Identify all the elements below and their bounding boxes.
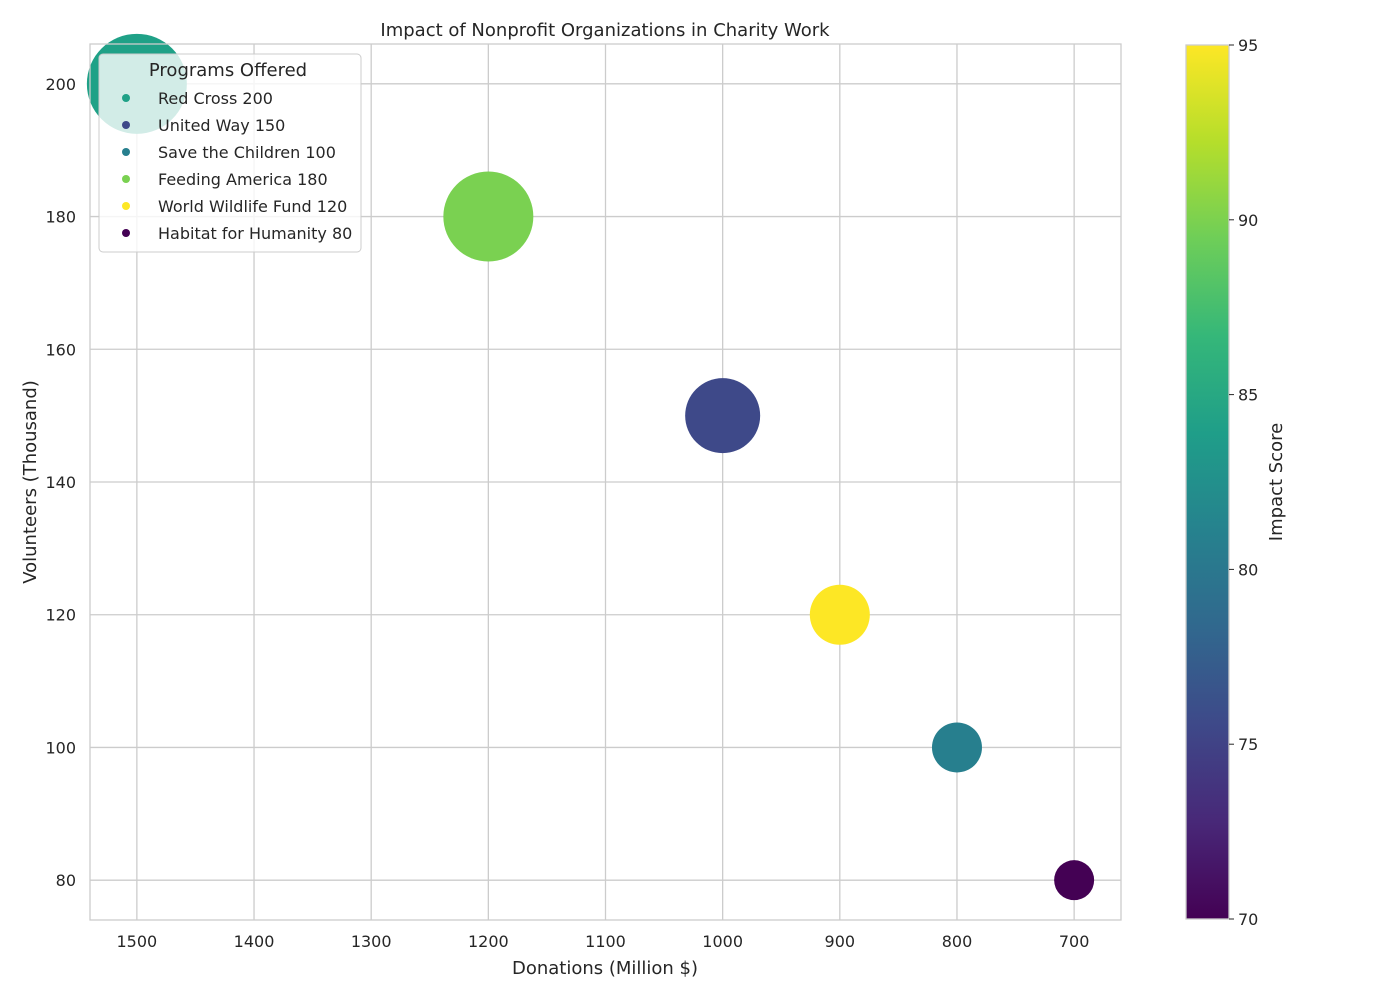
x-tick-label: 1200 — [468, 932, 509, 951]
y-tick-label: 180 — [45, 208, 76, 227]
legend-marker — [122, 175, 130, 183]
colorbar-tick-label: 80 — [1238, 560, 1258, 579]
legend-entry-label: Save the Children 100 — [158, 143, 336, 162]
x-tick-label: 1500 — [117, 932, 158, 951]
legend-marker — [122, 202, 130, 210]
x-tick-label: 700 — [1059, 932, 1090, 951]
colorbar-label: Impact Score — [1266, 423, 1287, 541]
plot-border — [89, 43, 1122, 921]
legend-marker — [122, 148, 130, 156]
data-point — [809, 584, 870, 645]
legend-box — [98, 53, 362, 253]
data-point — [685, 378, 761, 454]
colorbar-tick-label: 70 — [1238, 910, 1258, 929]
y-axis-label: Volunteers (Thousand) — [20, 380, 41, 584]
legend-entry-label: United Way 150 — [158, 116, 285, 135]
chart-title: Impact of Nonprofit Organizations in Cha… — [380, 20, 830, 41]
data-point — [443, 171, 534, 262]
colorbar — [1185, 44, 1230, 920]
x-tick-label: 900 — [825, 932, 856, 951]
y-tick-label: 140 — [45, 473, 76, 492]
legend-marker — [122, 121, 130, 129]
legend-entry-label: World Wildlife Fund 120 — [158, 197, 347, 216]
legend-marker — [122, 229, 130, 237]
x-tick-label: 1300 — [351, 932, 392, 951]
y-tick-label: 120 — [45, 606, 76, 625]
y-tick-label: 80 — [56, 871, 76, 890]
legend-marker — [122, 94, 130, 102]
legend-title: Programs Offered — [149, 60, 307, 81]
y-tick-label: 160 — [45, 340, 76, 359]
x-tick-label: 1100 — [585, 932, 626, 951]
x-tick-label: 1000 — [702, 932, 743, 951]
colorbar-tick-label: 95 — [1238, 36, 1258, 55]
x-tick-label: 800 — [942, 932, 973, 951]
x-axis-label: Donations (Million $) — [512, 958, 698, 979]
y-tick-label: 200 — [45, 75, 76, 94]
y-tick-label: 100 — [45, 738, 76, 757]
colorbar-tick-label: 75 — [1238, 735, 1258, 754]
legend-entry-label: Red Cross 200 — [158, 89, 273, 108]
legend-entry-label: Habitat for Humanity 80 — [158, 224, 352, 243]
x-tick-label: 1400 — [234, 932, 275, 951]
legend-entry-label: Feeding America 180 — [158, 170, 328, 189]
colorbar-tick-label: 90 — [1238, 211, 1258, 230]
colorbar-tick-label: 85 — [1238, 386, 1258, 405]
data-point — [931, 722, 982, 773]
data-point — [1054, 860, 1095, 901]
